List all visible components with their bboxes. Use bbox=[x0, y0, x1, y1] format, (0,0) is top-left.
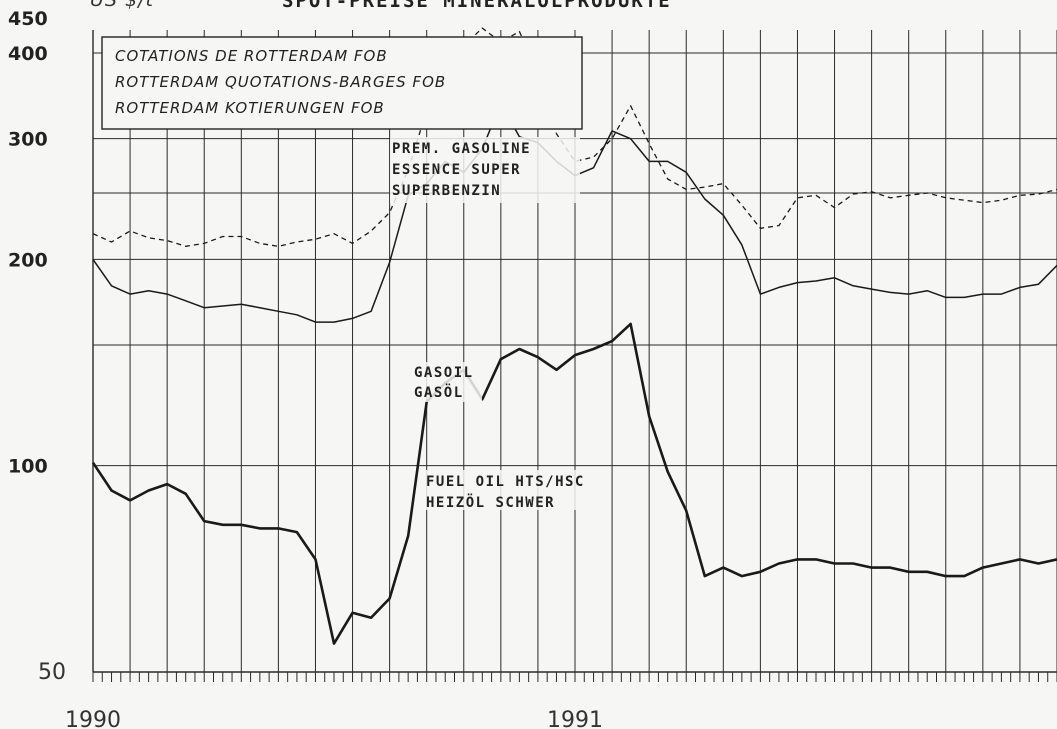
series-line-fuel-oil bbox=[91, 322, 1057, 645]
y-tick-label: 100 bbox=[8, 456, 48, 478]
y-tick-label: 200 bbox=[8, 249, 48, 271]
legend-box-frame bbox=[101, 36, 583, 130]
label-gasoline-line-1: PREM. GASOLINE bbox=[392, 141, 531, 157]
x-year-label: 1991 bbox=[547, 708, 603, 729]
label-fuel-oil: FUEL OIL HTS/HSC HEIZÖL SCHWER bbox=[424, 470, 604, 511]
label-gasoil: GASOIL GASÖL bbox=[412, 362, 482, 402]
legend-line-de: ROTTERDAM KOTIERUNGEN FOB bbox=[115, 99, 385, 117]
legend-box: COTATIONS DE ROTTERDAM FOB ROTTERDAM QUO… bbox=[101, 36, 583, 130]
y-tick-label: 50 bbox=[38, 660, 66, 685]
label-gasoline-line-2: ESSENCE SUPER bbox=[392, 162, 521, 178]
y-axis-labels: 50 100 200 300 400 450 bbox=[8, 8, 66, 685]
label-gasoil-line-2: GASÖL bbox=[414, 383, 464, 401]
legend-line-fr: COTATIONS DE ROTTERDAM FOB bbox=[115, 47, 388, 65]
y-tick-label: 300 bbox=[8, 129, 48, 151]
x-year-label: 1990 bbox=[65, 708, 121, 729]
x-axis-ticks bbox=[92, 672, 1057, 682]
label-fuel-oil-line-1: FUEL OIL HTS/HSC bbox=[426, 474, 585, 490]
label-gasoline-line-3: SUPERBENZIN bbox=[392, 183, 501, 199]
chart-title: SPOT-PREISE MINERALÖLPRODUKTE bbox=[282, 0, 672, 12]
label-fuel-oil-line-2: HEIZÖL SCHWER bbox=[426, 493, 555, 511]
legend-line-en: ROTTERDAM QUOTATIONS-BARGES FOB bbox=[115, 73, 446, 91]
x-axis-year-labels: 1990 1991 bbox=[65, 708, 603, 729]
label-gasoil-line-1: GASOIL bbox=[414, 365, 474, 381]
chart-title-prefix: US $/t bbox=[90, 0, 154, 11]
label-gasoline: PREM. GASOLINE ESSENCE SUPER SUPERBENZIN bbox=[390, 137, 580, 203]
y-tick-label: 450 bbox=[8, 8, 48, 30]
y-tick-label: 400 bbox=[8, 43, 48, 65]
